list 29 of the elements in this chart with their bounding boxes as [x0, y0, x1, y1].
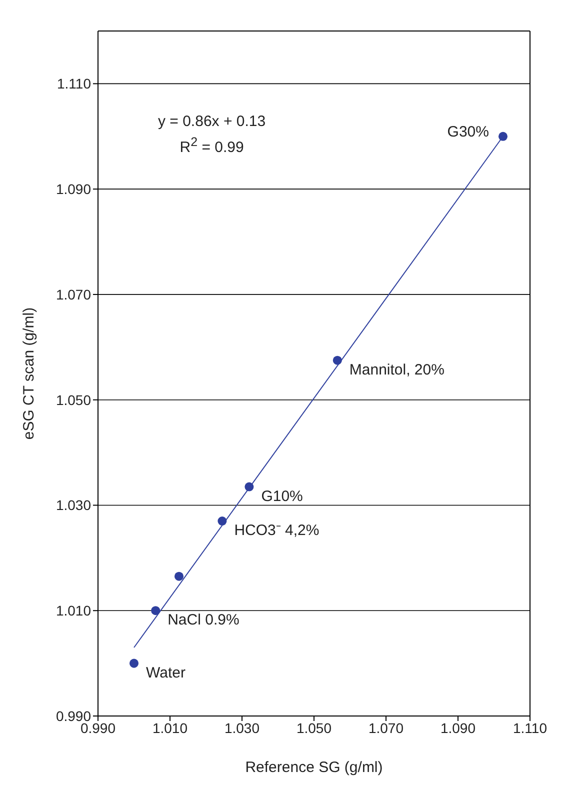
point	[129, 658, 139, 668]
y-tick-label: 1.110	[57, 76, 92, 92]
x-tick-label: 1.050	[296, 720, 332, 736]
annotation: NaCl 0.9%	[168, 612, 240, 629]
y-axis-title: eSG CT scan (g/ml)	[20, 307, 38, 440]
point	[332, 356, 342, 365]
x-tick-label: 1.010	[152, 720, 188, 736]
annotation: Mannitol, 20%	[349, 361, 444, 378]
y-tick-label: 1.030	[56, 497, 92, 514]
point	[218, 516, 227, 526]
x-tick-label: 1.090	[440, 720, 476, 736]
annotation: R$^{2}$ = 0.99	[178, 134, 245, 158]
annotation: y = 0.86x + 0.13	[158, 112, 266, 132]
y-tick-label: 1.050	[56, 392, 92, 408]
x-tick-label: 1.070	[368, 720, 404, 736]
point	[244, 482, 254, 492]
x-tick-label: 1.110	[513, 720, 548, 736]
point	[151, 606, 160, 616]
y-tick-label: 1.070	[56, 286, 92, 302]
point	[498, 132, 508, 141]
annotation: G10%	[261, 488, 303, 505]
y-tick-label: 1.090	[56, 181, 92, 198]
annotation: HCO3⁻ 4,2%	[234, 522, 320, 540]
annotation: G30%	[447, 123, 489, 140]
x-tick-label: 1.030	[224, 720, 260, 736]
point	[174, 572, 184, 581]
annotation: Water	[146, 664, 186, 682]
y-tick-label: 1.010	[56, 602, 92, 619]
x-axis-title: Reference SG (g/ml)	[245, 759, 383, 776]
